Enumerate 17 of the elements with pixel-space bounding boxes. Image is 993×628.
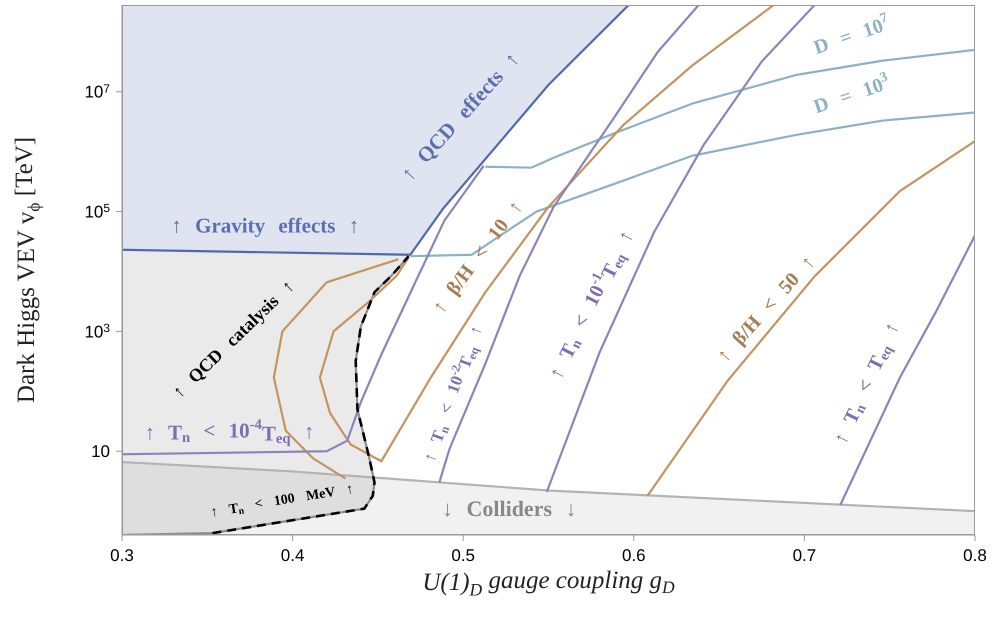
- line-series: [839, 234, 975, 506]
- x-tick-label: 0.5: [451, 546, 476, 565]
- x-tick-label: 0.8: [963, 546, 987, 565]
- annotation: ↑ β/H < 50 ↑: [712, 251, 820, 366]
- x-tick-label: 0.7: [792, 546, 816, 565]
- y-tick-label: 10: [91, 442, 110, 462]
- y-tick-label: 10$^{5}$: [84, 201, 110, 222]
- x-axis-title: U(1)$_{D}$ gauge coupling g$_{D}$: [422, 566, 676, 600]
- annotation: ↑ Gravity effects ↑: [171, 213, 360, 238]
- y-tick-label: 10$^{3}$: [84, 321, 110, 342]
- x-tick-label: 0.4: [280, 546, 304, 565]
- line-series: [646, 140, 975, 497]
- y-tick-label: 10$^{7}$: [84, 81, 110, 102]
- x-tick-label: 0.3: [110, 546, 134, 565]
- annotation: ↓ Colliders ↓: [442, 496, 577, 522]
- x-tick-label: 0.6: [622, 546, 646, 565]
- annotation: ↑ T$_{n}$ < 10$^{-4}$T$_{eq}$ ↑: [144, 417, 314, 448]
